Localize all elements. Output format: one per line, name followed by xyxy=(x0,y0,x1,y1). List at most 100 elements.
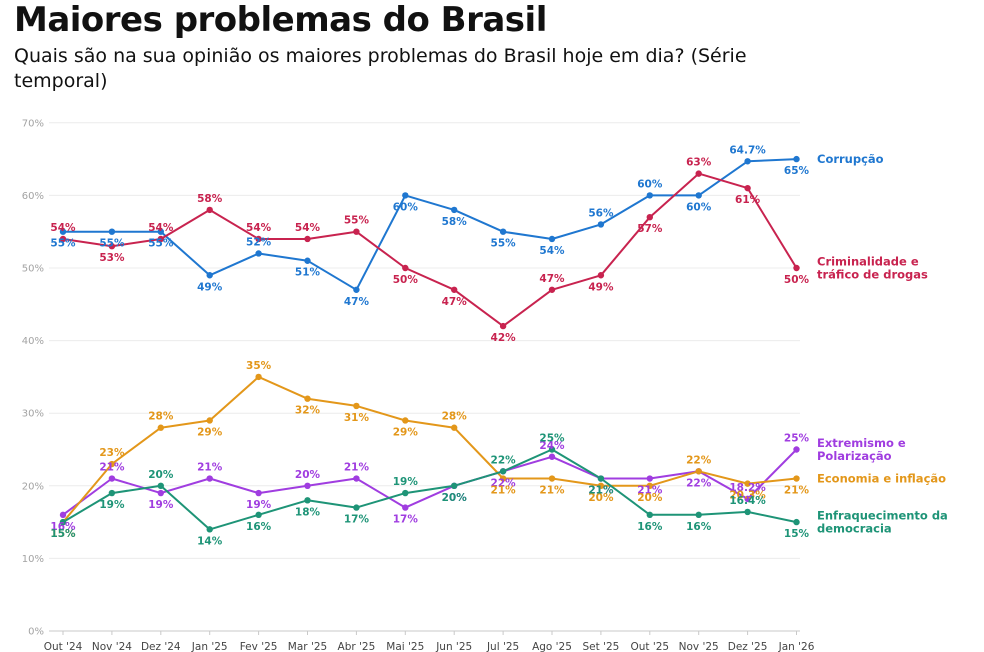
data-label: 60% xyxy=(637,178,663,190)
data-point xyxy=(548,235,556,243)
data-point xyxy=(108,460,116,468)
data-label: 19% xyxy=(393,476,419,488)
data-label: 49% xyxy=(588,281,614,293)
data-point xyxy=(548,453,556,460)
data-point xyxy=(744,480,751,487)
data-point xyxy=(255,250,262,257)
data-point xyxy=(304,497,311,504)
data-label: 21% xyxy=(344,462,370,474)
x-tick-label: Out '24 xyxy=(44,641,83,652)
series-line xyxy=(62,172,798,328)
data-point xyxy=(255,511,262,519)
data-point xyxy=(451,424,458,431)
data-label: 54% xyxy=(246,222,272,234)
y-tick-label: 50% xyxy=(22,264,44,275)
x-tick-label: Nov '25 xyxy=(679,641,719,652)
grid-lines xyxy=(49,122,800,632)
data-point xyxy=(59,235,67,243)
data-label: 55% xyxy=(148,238,174,250)
data-label: 15% xyxy=(784,528,810,540)
data-label: 21% xyxy=(539,485,565,497)
data-point xyxy=(451,206,458,214)
data-label: 54% xyxy=(148,222,174,234)
data-point xyxy=(157,228,164,235)
data-label: 22% xyxy=(686,477,712,489)
data-point xyxy=(353,228,360,235)
y-axis-ticks: 0% 10% 20% 30% 40% 50% 60% 70% xyxy=(22,118,44,637)
data-label: 17% xyxy=(344,514,370,526)
data-label: 15% xyxy=(50,528,76,540)
data-point xyxy=(451,482,458,489)
series-name-line: Enfraquecimento da xyxy=(817,509,948,523)
series-names: Corrupção Criminalidade e tráfico de droga… xyxy=(817,152,948,535)
data-label: 47% xyxy=(344,296,370,308)
x-tick-label: Jan '26 xyxy=(778,641,815,652)
data-point xyxy=(646,482,653,489)
data-point xyxy=(206,526,213,533)
data-point xyxy=(402,192,409,199)
data-label: 21% xyxy=(588,485,614,497)
series-name-label: Corrupção xyxy=(817,152,884,166)
data-label: 15% xyxy=(50,528,76,540)
data-label: 19% xyxy=(246,499,272,511)
series-name-line: Criminalidade e xyxy=(817,255,919,269)
x-axis-ticks: Out '24 Nov '24 Dez '24 Jan '25 Fev '25 Mar '… xyxy=(44,631,815,652)
y-tick-label: 30% xyxy=(22,409,44,420)
chart-subtitle: Quais são na sua opinião os maiores prob… xyxy=(14,45,747,92)
data-point xyxy=(304,235,311,243)
data-point xyxy=(402,504,409,511)
data-point xyxy=(353,475,360,482)
data-point xyxy=(157,424,164,431)
data-point xyxy=(744,495,751,503)
data-point xyxy=(157,489,164,497)
data-point xyxy=(646,475,653,482)
data-label: 61% xyxy=(735,194,761,206)
data-label: 57% xyxy=(637,223,663,235)
data-point xyxy=(157,482,164,489)
series-name-line: democracia xyxy=(817,522,892,536)
data-point xyxy=(695,192,702,199)
data-label: 25% xyxy=(539,433,565,445)
data-label: 21% xyxy=(491,485,517,497)
data-label: 55% xyxy=(344,215,370,227)
data-point xyxy=(402,489,409,497)
x-tick-label: Fev '25 xyxy=(240,641,278,652)
data-label: 28% xyxy=(148,411,174,423)
data-point xyxy=(59,228,67,235)
data-label: 55% xyxy=(50,238,76,250)
data-point xyxy=(646,213,653,221)
data-label: 16.4% xyxy=(729,495,766,507)
series-line xyxy=(62,448,798,516)
data-point xyxy=(451,286,458,293)
y-tick-label: 40% xyxy=(22,336,44,347)
data-label: 65% xyxy=(784,165,810,177)
data-label: 14% xyxy=(197,535,223,547)
y-tick-label: 20% xyxy=(22,481,44,492)
data-point xyxy=(597,475,605,482)
data-point xyxy=(695,468,702,475)
data-point xyxy=(597,482,605,489)
data-label: 55% xyxy=(99,238,125,250)
x-tick-label: Dez '25 xyxy=(728,641,768,652)
data-label: 20% xyxy=(148,469,174,481)
data-point xyxy=(499,228,507,235)
data-point xyxy=(206,206,213,214)
data-label: 55% xyxy=(491,238,517,250)
data-point xyxy=(646,511,653,519)
data-point xyxy=(548,286,556,293)
data-point xyxy=(744,158,751,165)
data-point xyxy=(304,257,311,264)
data-label: 47% xyxy=(442,296,468,308)
data-label: 19% xyxy=(148,499,174,511)
x-tick-label: Nov '24 xyxy=(92,641,132,652)
data-label: 20% xyxy=(588,492,614,504)
data-point xyxy=(793,518,800,526)
data-label: 16% xyxy=(637,521,663,533)
data-point xyxy=(255,235,262,243)
data-point xyxy=(646,192,653,199)
data-label: 58% xyxy=(197,193,223,205)
data-label: 19% xyxy=(99,499,125,511)
data-point xyxy=(59,518,67,526)
data-label: 21% xyxy=(99,462,125,474)
